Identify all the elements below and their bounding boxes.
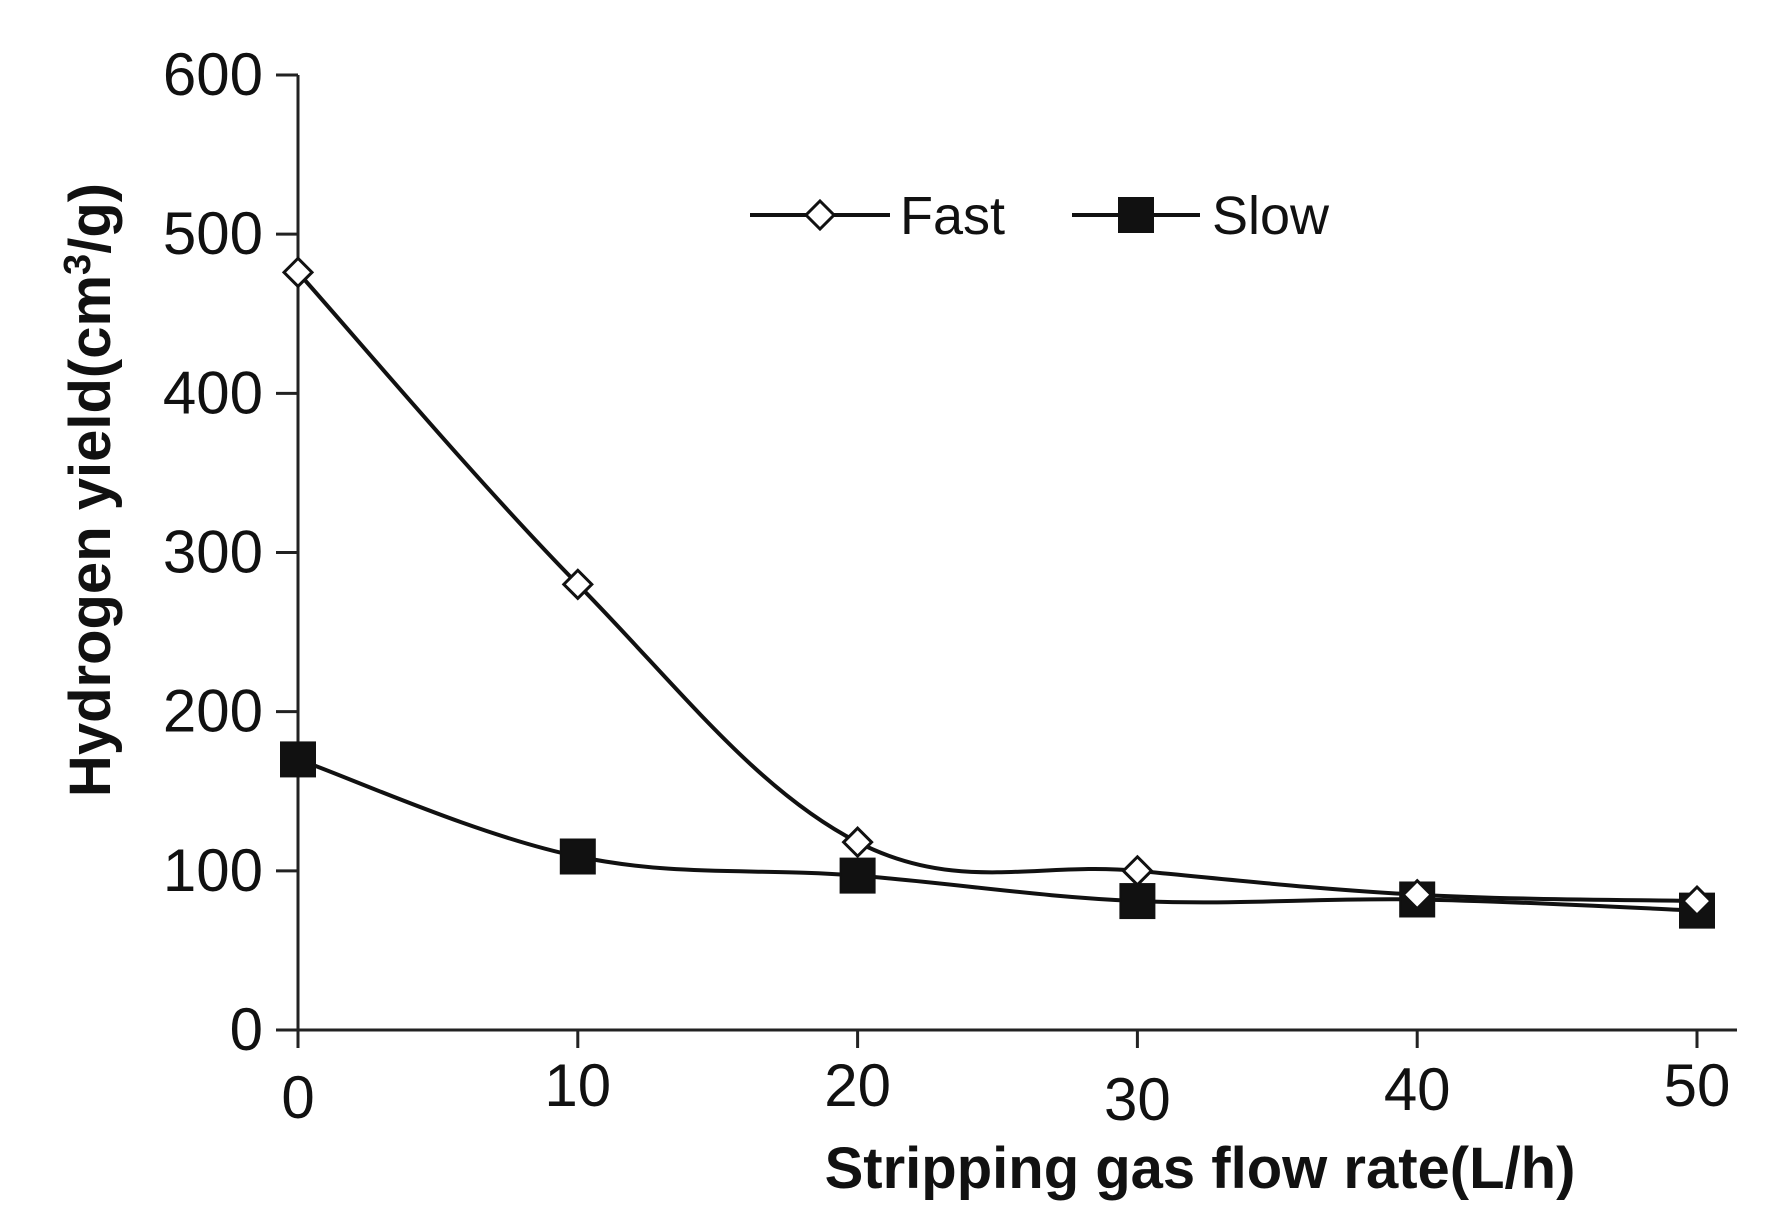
x-tick-label: 0 bbox=[281, 1064, 314, 1131]
legend-marker-fast bbox=[803, 198, 837, 232]
y-axis-title-unit: /g) bbox=[58, 183, 123, 254]
legend-item-slow: Slow bbox=[1072, 186, 1330, 246]
data-point-slow bbox=[559, 838, 596, 875]
series-slow bbox=[280, 741, 1715, 929]
y-tick-label: 400 bbox=[163, 359, 263, 426]
x-tick-label: 40 bbox=[1384, 1056, 1451, 1123]
y-tick-label: 500 bbox=[163, 200, 263, 267]
legend-label-slow: Slow bbox=[1212, 186, 1330, 246]
legend-label-fast: Fast bbox=[900, 186, 1005, 246]
x-tick-label: 30 bbox=[1104, 1066, 1171, 1133]
data-point-fast bbox=[1121, 854, 1154, 887]
series bbox=[280, 256, 1715, 929]
data-point-slow bbox=[839, 857, 876, 894]
y-axis-title-superscript: 3 bbox=[57, 254, 99, 275]
series-fast bbox=[281, 256, 1714, 918]
legend: Fast Slow bbox=[750, 186, 1330, 246]
series-line-fast bbox=[296, 271, 1698, 904]
series-line-slow bbox=[297, 757, 1698, 913]
data-point-fast bbox=[1401, 878, 1434, 911]
y-tick-label: 0 bbox=[230, 996, 263, 1063]
y-axis-title: Hydrogen yield(cm3/g) bbox=[57, 183, 123, 797]
y-tick-label: 300 bbox=[163, 519, 263, 586]
data-point-fast bbox=[281, 256, 315, 289]
x-tick-label: 10 bbox=[544, 1052, 611, 1119]
data-point-fast bbox=[841, 826, 874, 859]
data-point-fast bbox=[1680, 884, 1714, 918]
legend-marker-slow bbox=[1118, 197, 1154, 233]
y-tick-label: 200 bbox=[163, 678, 263, 745]
legend-item-fast: Fast bbox=[750, 186, 1005, 246]
y-tick-label: 100 bbox=[163, 837, 263, 904]
y-tick-label: 600 bbox=[163, 41, 263, 108]
x-tick-label: 50 bbox=[1664, 1052, 1731, 1119]
y-axis-title-main: Hydrogen yield(cm bbox=[58, 275, 123, 797]
data-point-slow bbox=[1119, 883, 1156, 920]
x-axis-title: Stripping gas flow rate(L/h) bbox=[825, 1136, 1576, 1201]
data-point-slow bbox=[280, 741, 316, 778]
axes: 0 100 200 300 400 500 600 0 10 20 30 40 50 bbox=[163, 41, 1737, 1133]
x-tick-label: 20 bbox=[824, 1052, 891, 1119]
data-point-fast bbox=[561, 568, 594, 601]
